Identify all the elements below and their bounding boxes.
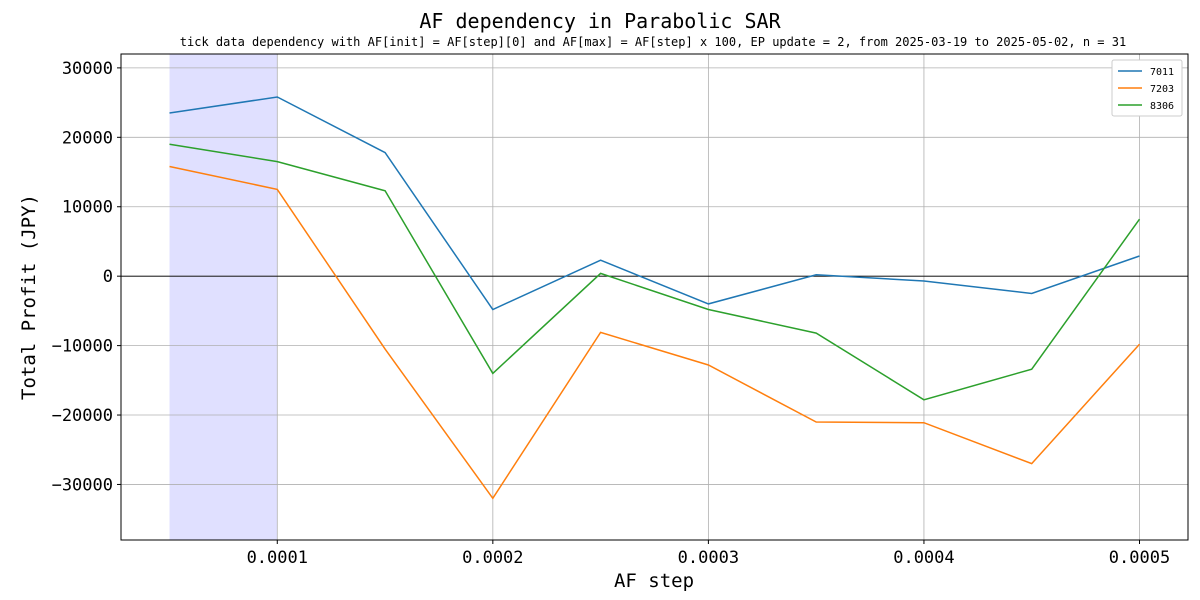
y-tick-label: 20000 — [62, 128, 113, 148]
x-axis-label: AF step — [614, 570, 694, 592]
y-tick-label: 30000 — [62, 59, 113, 79]
x-axis-ticks: 0.0001 0.0002 0.0003 0.0004 0.0005 — [247, 540, 1170, 568]
plot-frame — [120, 53, 1189, 541]
chart-subtitle: tick data dependency with AF[init] = AF[… — [180, 35, 1126, 49]
y-tick-label: −10000 — [52, 337, 113, 357]
grid-lines — [121, 54, 1188, 540]
legend-label: 7203 — [1150, 84, 1174, 95]
highlight-span — [169, 54, 278, 540]
y-axis-ticks: 30000 20000 10000 0 −10000 −20000 −30000 — [52, 59, 121, 495]
y-axis-label: Total Profit (JPY) — [18, 194, 40, 400]
x-tick-label: 0.0002 — [462, 548, 523, 568]
series-line-7203 — [169, 165, 1141, 500]
legend-label: 7011 — [1150, 67, 1174, 78]
series-lines — [169, 96, 1141, 500]
legend-label: 8306 — [1150, 101, 1174, 112]
chart-title: AF dependency in Parabolic SAR — [419, 9, 781, 33]
x-tick-label: 0.0005 — [1109, 548, 1170, 568]
y-tick-label: −30000 — [52, 475, 113, 495]
x-tick-label: 0.0001 — [247, 548, 308, 568]
y-tick-label: −20000 — [52, 406, 113, 426]
x-tick-label: 0.0003 — [678, 548, 739, 568]
series-line-7011 — [169, 96, 1140, 311]
series-line-8306 — [169, 143, 1141, 401]
y-tick-label: 0 — [103, 267, 113, 287]
legend: 7011 7203 8306 — [1111, 59, 1183, 117]
y-tick-label: 10000 — [62, 198, 113, 218]
x-tick-label: 0.0004 — [893, 548, 954, 568]
legend-box — [1111, 59, 1183, 117]
